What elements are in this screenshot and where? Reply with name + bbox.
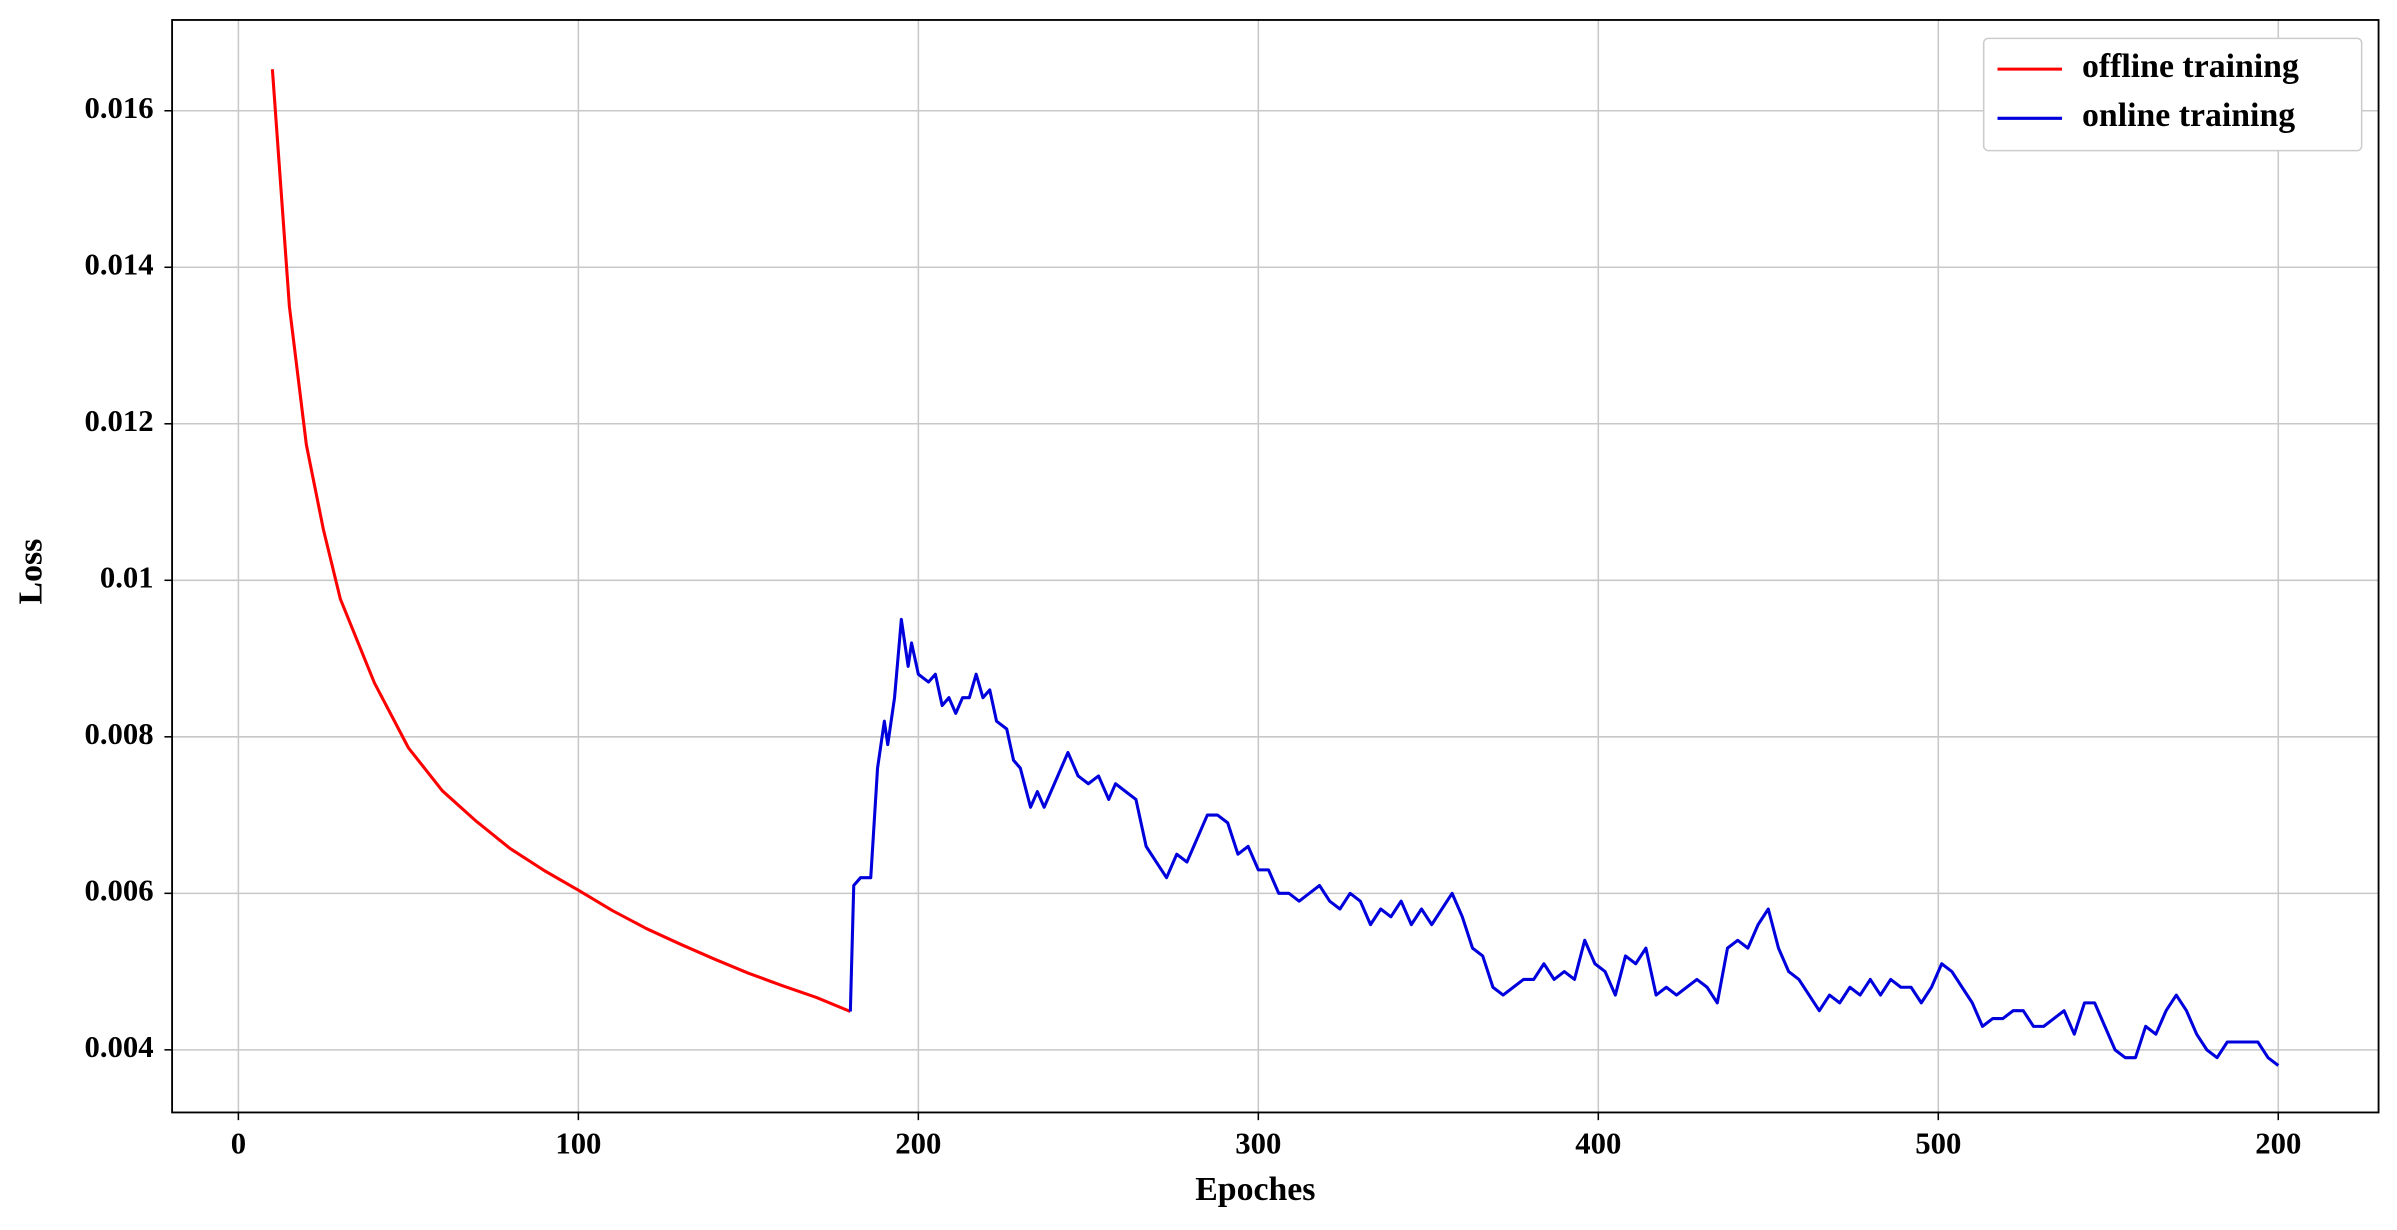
- x-tick-label: 300: [1235, 1126, 1281, 1160]
- x-axis-label: Epoches: [1195, 1171, 1315, 1208]
- y-tick-label: 0.004: [85, 1030, 154, 1064]
- y-tick-label: 0.008: [85, 717, 154, 751]
- x-tick-label: 200: [2255, 1126, 2301, 1160]
- y-tick-label: 0.016: [85, 91, 154, 125]
- y-tick-label: 0.006: [85, 873, 154, 907]
- y-tick-label: 0.01: [100, 560, 154, 594]
- y-tick-label: 0.014: [85, 247, 154, 281]
- x-tick-label: 0: [231, 1126, 246, 1160]
- x-tick-label: 500: [1915, 1126, 1961, 1160]
- legend-label: offline training: [2082, 48, 2299, 85]
- y-tick-label: 0.012: [85, 404, 154, 438]
- legend-label: online training: [2082, 97, 2295, 134]
- line-series: [270, 69, 851, 1013]
- x-tick-label: 400: [1575, 1126, 1621, 1160]
- legend-box: [1982, 37, 2363, 152]
- line-series: [848, 617, 2280, 1067]
- x-tick-label: 200: [895, 1126, 941, 1160]
- x-tick-label: 100: [555, 1126, 601, 1160]
- y-axis-label: Loss: [13, 539, 50, 605]
- plot-frame: [171, 19, 2380, 1114]
